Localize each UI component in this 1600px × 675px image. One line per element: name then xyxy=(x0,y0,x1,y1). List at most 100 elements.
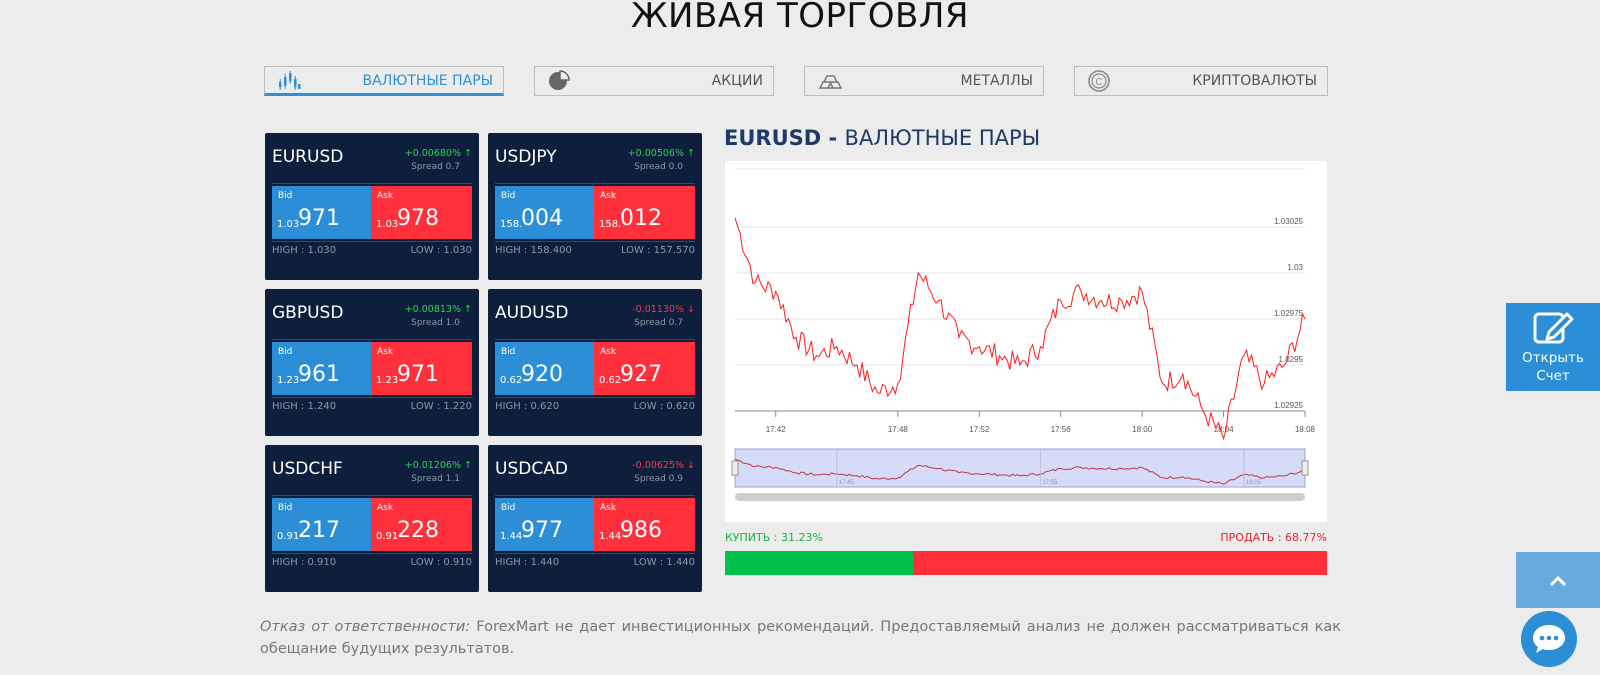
divider xyxy=(495,397,695,398)
ask-prefix: 0.91 xyxy=(376,531,399,542)
bid-label: Bid xyxy=(278,191,293,201)
ask-label: Ask xyxy=(600,503,617,513)
y-tick-label: 1.02975 xyxy=(1274,309,1303,318)
change-percent: -0.01130% ↓ xyxy=(632,304,695,315)
high-value: HIGH : 158.400 xyxy=(495,245,572,256)
bid-button[interactable]: Bid 1.23 961 xyxy=(272,342,371,395)
bid-button[interactable]: Bid 0.62 920 xyxy=(495,342,594,395)
bid-price: 961 xyxy=(298,362,340,387)
scroll-top-button[interactable] xyxy=(1516,552,1600,608)
bid-price: 971 xyxy=(298,206,340,231)
open-account-button[interactable]: Открыть Счет xyxy=(1506,303,1600,391)
low-value: LOW : 1.220 xyxy=(410,401,472,412)
disclaimer: Отказ от ответственности: ForexMart не д… xyxy=(260,616,1341,660)
divider xyxy=(495,241,695,242)
arrow-up-icon: ↑ xyxy=(464,304,472,315)
bid-button[interactable]: Bid 158. 004 xyxy=(495,186,594,239)
buy-percent-label: КУПИТЬ : 31.23% xyxy=(725,531,823,544)
ask-label: Ask xyxy=(377,191,394,201)
navigator-handle-right xyxy=(1301,460,1309,476)
ask-prefix: 0.62 xyxy=(599,375,622,386)
instrument-card-audusd[interactable]: AUDUSD -0.01130% ↓ Spread 0.7 Bid 0.62 920 Ask… xyxy=(488,289,702,436)
change-percent: +0.01206% ↑ xyxy=(404,460,472,471)
ask-prefix: 1.03 xyxy=(376,219,399,230)
instrument-card-gbpusd[interactable]: GBPUSD +0.00813% ↑ Spread 1.0 Bid 1.23 961 Ask… xyxy=(265,289,479,436)
bid-label: Bid xyxy=(278,347,293,357)
ask-price: 927 xyxy=(620,362,662,387)
divider xyxy=(272,495,472,496)
tab-stocks[interactable]: АКЦИИ xyxy=(534,66,774,96)
instrument-card-usdchf[interactable]: USDCHF +0.01206% ↑ Spread 1.1 Bid 0.91 217 Ask… xyxy=(265,445,479,592)
bid-prefix: 1.23 xyxy=(277,375,300,386)
bid-prefix: 0.91 xyxy=(277,531,300,542)
change-percent: +0.00813% ↑ xyxy=(404,304,472,315)
chat-bubble-icon xyxy=(1533,625,1565,653)
instrument-tabs: ВАЛЮТНЫЕ ПАРЫ АКЦИИ МЕТАЛЛЫ C КРИПТОВАЛЮ… xyxy=(264,66,1328,100)
bid-button[interactable]: Bid 1.44 977 xyxy=(495,498,594,551)
svg-text:C: C xyxy=(1095,77,1102,88)
chat-button[interactable] xyxy=(1521,611,1577,667)
instrument-symbol: EURUSD xyxy=(272,147,344,167)
change-percent: -0.00625% ↓ xyxy=(632,460,695,471)
x-tick-label: 17:56 xyxy=(1051,425,1072,434)
bid-button[interactable]: Bid 0.91 217 xyxy=(272,498,371,551)
open-account-line2: Счет xyxy=(1536,368,1570,384)
bid-price: 977 xyxy=(521,518,563,543)
ask-price: 012 xyxy=(620,206,662,231)
page-title: ЖИВАЯ ТОРГОВЛЯ xyxy=(630,0,970,36)
chevron-up-icon xyxy=(1549,575,1567,587)
chart-symbol: EURUSD xyxy=(724,126,822,150)
instrument-symbol: GBPUSD xyxy=(272,303,344,323)
chart-heading: EURUSD - ВАЛЮТНЫЕ ПАРЫ xyxy=(724,126,1040,150)
low-value: LOW : 0.620 xyxy=(633,401,695,412)
instrument-card-eurusd[interactable]: EURUSD +0.00680% ↑ Spread 0.7 Bid 1.03 971 Ask… xyxy=(265,133,479,280)
bid-price: 004 xyxy=(521,206,563,231)
bid-prefix: 1.44 xyxy=(500,531,523,542)
high-value: HIGH : 0.620 xyxy=(495,401,560,412)
navigator-handle-left xyxy=(731,460,739,476)
bid-price: 920 xyxy=(521,362,563,387)
instrument-card-usdjpy[interactable]: USDJPY +0.00506% ↑ Spread 0.0 Bid 158. 004 Ask… xyxy=(488,133,702,280)
ask-prefix: 1.23 xyxy=(376,375,399,386)
x-tick-label: 17:52 xyxy=(969,425,990,434)
tab-crypto[interactable]: C КРИПТОВАЛЮТЫ xyxy=(1074,66,1328,96)
ask-label: Ask xyxy=(377,503,394,513)
ask-button[interactable]: Ask 0.91 228 xyxy=(371,498,472,551)
bid-label: Bid xyxy=(501,191,516,201)
navigator-tick-label: 17:55 xyxy=(1042,480,1058,486)
change-percent: +0.00506% ↑ xyxy=(627,148,695,159)
tab-label: АКЦИИ xyxy=(711,73,763,89)
arrow-up-icon: ↑ xyxy=(464,460,472,471)
navigator-line xyxy=(734,458,1306,485)
tab-metals[interactable]: МЕТАЛЛЫ xyxy=(804,66,1044,96)
sentiment-bar xyxy=(725,551,1327,575)
high-value: HIGH : 1.240 xyxy=(272,401,337,412)
arrow-down-icon: ↓ xyxy=(687,460,695,471)
spread-value: Spread 0.7 xyxy=(634,318,683,328)
ask-button[interactable]: Ask 158. 012 xyxy=(594,186,695,239)
divider xyxy=(272,397,472,398)
bid-prefix: 158. xyxy=(500,219,523,230)
ask-button[interactable]: Ask 1.03 978 xyxy=(371,186,472,239)
divider xyxy=(495,495,695,496)
instrument-card-usdcad[interactable]: USDCAD -0.00625% ↓ Spread 0.9 Bid 1.44 977 Ask… xyxy=(488,445,702,592)
x-tick-label: 17:42 xyxy=(766,425,787,434)
navigator-scrollbar xyxy=(735,493,1305,501)
divider xyxy=(272,241,472,242)
y-tick-label: 1.03 xyxy=(1287,263,1303,272)
bid-button[interactable]: Bid 1.03 971 xyxy=(272,186,371,239)
tab-currency-pairs[interactable]: ВАЛЮТНЫЕ ПАРЫ xyxy=(264,66,504,96)
ask-button[interactable]: Ask 0.62 927 xyxy=(594,342,695,395)
low-value: LOW : 1.440 xyxy=(633,557,695,568)
ask-button[interactable]: Ask 1.23 971 xyxy=(371,342,472,395)
ask-button[interactable]: Ask 1.44 986 xyxy=(594,498,695,551)
low-value: LOW : 1.030 xyxy=(410,245,472,256)
price-chart[interactable]: 1.03025 1.03 1.02975 1.0295 1.02925 17:42 17:4… xyxy=(725,161,1327,522)
candlestick-icon xyxy=(279,71,301,90)
spread-value: Spread 0.0 xyxy=(634,162,683,172)
spread-value: Spread 0.9 xyxy=(634,474,683,484)
arrow-up-icon: ↑ xyxy=(464,148,472,159)
open-account-line1: Открыть xyxy=(1522,350,1584,366)
ask-price: 986 xyxy=(620,518,662,543)
pie-chart-icon xyxy=(549,70,570,90)
